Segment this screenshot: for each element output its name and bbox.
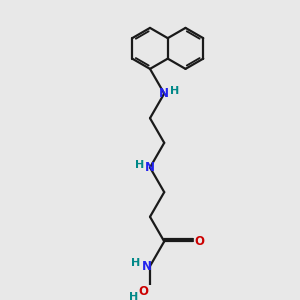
Text: H: H — [131, 258, 140, 268]
Text: N: N — [142, 260, 152, 273]
Text: H: H — [129, 292, 138, 300]
Text: O: O — [138, 285, 148, 298]
Text: N: N — [159, 87, 169, 100]
Text: N: N — [145, 161, 155, 174]
Text: H: H — [170, 86, 180, 96]
Text: H: H — [135, 160, 144, 170]
Text: O: O — [194, 235, 204, 248]
